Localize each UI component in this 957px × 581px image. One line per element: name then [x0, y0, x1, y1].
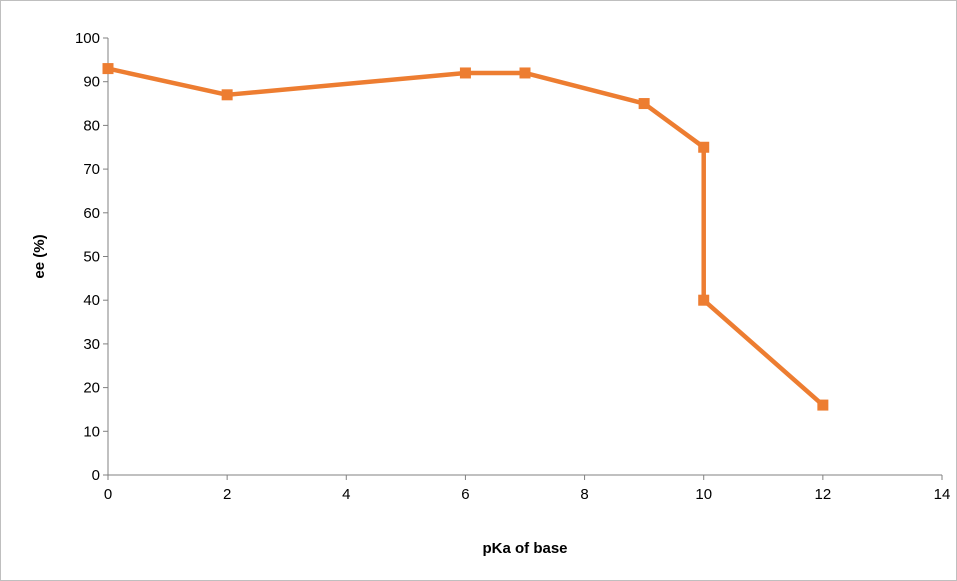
data-point-marker [102, 63, 114, 75]
y-tick-label: 30 [83, 336, 100, 353]
x-tick-label: 4 [342, 486, 350, 503]
x-tick-label: 10 [695, 486, 712, 503]
x-tick-label: 8 [580, 486, 588, 503]
y-tick-label: 0 [92, 467, 100, 484]
y-axis-title: ee (%) [31, 234, 48, 278]
x-axis-title: pKa of base [482, 540, 567, 557]
x-tick-label: 2 [223, 486, 231, 503]
y-tick-label: 60 [83, 205, 100, 222]
data-point-marker [638, 98, 650, 110]
series-line [105, 66, 826, 408]
y-tick-label: 10 [83, 423, 100, 440]
data-point-marker [698, 141, 710, 153]
data-point-marker [221, 89, 233, 101]
y-tick-label: 80 [83, 117, 100, 134]
x-tick-label: 12 [815, 486, 832, 503]
y-tick-label: 90 [83, 74, 100, 91]
data-point-marker [519, 67, 531, 79]
x-tick-label: 0 [104, 486, 112, 503]
data-point-marker [459, 67, 471, 79]
y-tick-label: 50 [83, 249, 100, 266]
y-tick-label: 100 [75, 30, 100, 47]
y-tick-label: 20 [83, 380, 100, 397]
x-tick-label: 14 [934, 486, 951, 503]
y-tick-label: 70 [83, 161, 100, 178]
y-axis: 0 10 20 30 40 50 60 70 80 90 100 [75, 30, 109, 484]
data-point-marker [698, 294, 710, 306]
x-axis: 0 2 4 6 8 10 12 14 [104, 474, 951, 503]
series-group [102, 63, 829, 411]
y-tick-label: 40 [83, 292, 100, 309]
data-point-marker [817, 399, 829, 411]
x-tick-label: 6 [461, 486, 469, 503]
